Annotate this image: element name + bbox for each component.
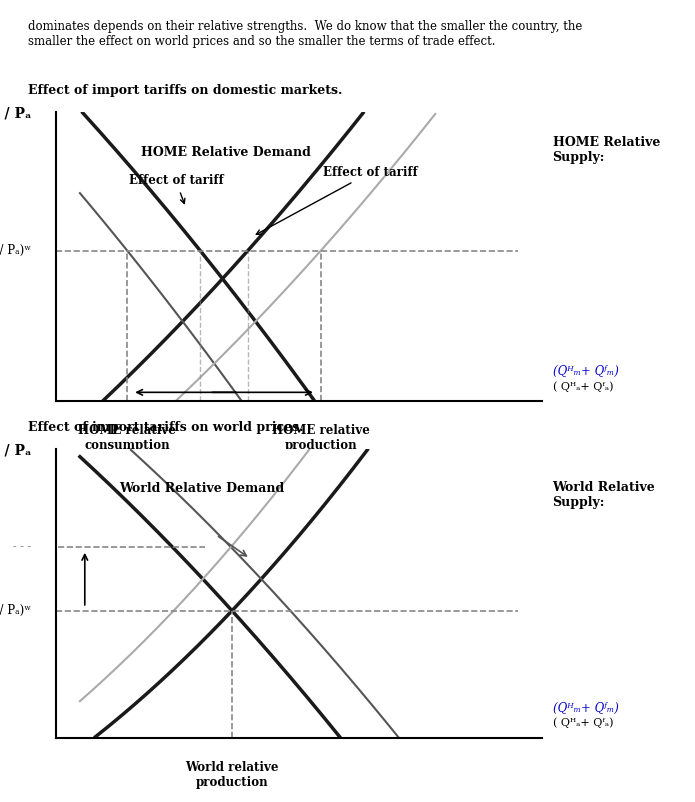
Text: ( Qᴴₐ+ Qᶠₐ): ( Qᴴₐ+ Qᶠₐ) bbox=[553, 381, 613, 391]
Text: Effect of import tariffs on world prices.: Effect of import tariffs on world prices… bbox=[28, 421, 303, 434]
Text: (Qᴴₘ+ Qᶠₘ): (Qᴴₘ+ Qᶠₘ) bbox=[553, 365, 619, 378]
Text: HOME Relative
Supply:: HOME Relative Supply: bbox=[553, 136, 660, 164]
Text: Effect of import tariffs on domestic markets.: Effect of import tariffs on domestic mar… bbox=[28, 84, 342, 97]
Text: HOME relative
consumption: HOME relative consumption bbox=[79, 424, 177, 452]
Text: (Qᴴₘ+ Qᶠₘ): (Qᴴₘ+ Qᶠₘ) bbox=[553, 702, 619, 715]
Text: (Pₘ / Pₐ)ʷ: (Pₘ / Pₐ)ʷ bbox=[0, 604, 31, 618]
Text: - - -: - - - bbox=[13, 542, 31, 552]
Text: ( Qᴴₐ+ Qᶠₐ): ( Qᴴₐ+ Qᶠₐ) bbox=[553, 718, 613, 728]
Text: HOME relative
production: HOME relative production bbox=[272, 424, 370, 452]
Text: HOME Relative Demand: HOME Relative Demand bbox=[141, 146, 311, 159]
Y-axis label: Pₘ / Pₐ: Pₘ / Pₐ bbox=[0, 107, 31, 120]
Y-axis label: Pₘ / Pₐ: Pₘ / Pₐ bbox=[0, 444, 31, 457]
Text: World Relative
Supply:: World Relative Supply: bbox=[553, 481, 655, 509]
Text: Effect of tariff: Effect of tariff bbox=[129, 175, 223, 204]
Text: World relative
production: World relative production bbox=[186, 761, 279, 789]
Text: Effect of tariff: Effect of tariff bbox=[256, 166, 418, 234]
Text: (Pₘ / Pₐ)ʷ: (Pₘ / Pₐ)ʷ bbox=[0, 245, 31, 257]
Text: World Relative Demand: World Relative Demand bbox=[119, 483, 284, 496]
Text: dominates depends on their relative strengths.  We do know that the smaller the : dominates depends on their relative stre… bbox=[28, 20, 582, 48]
